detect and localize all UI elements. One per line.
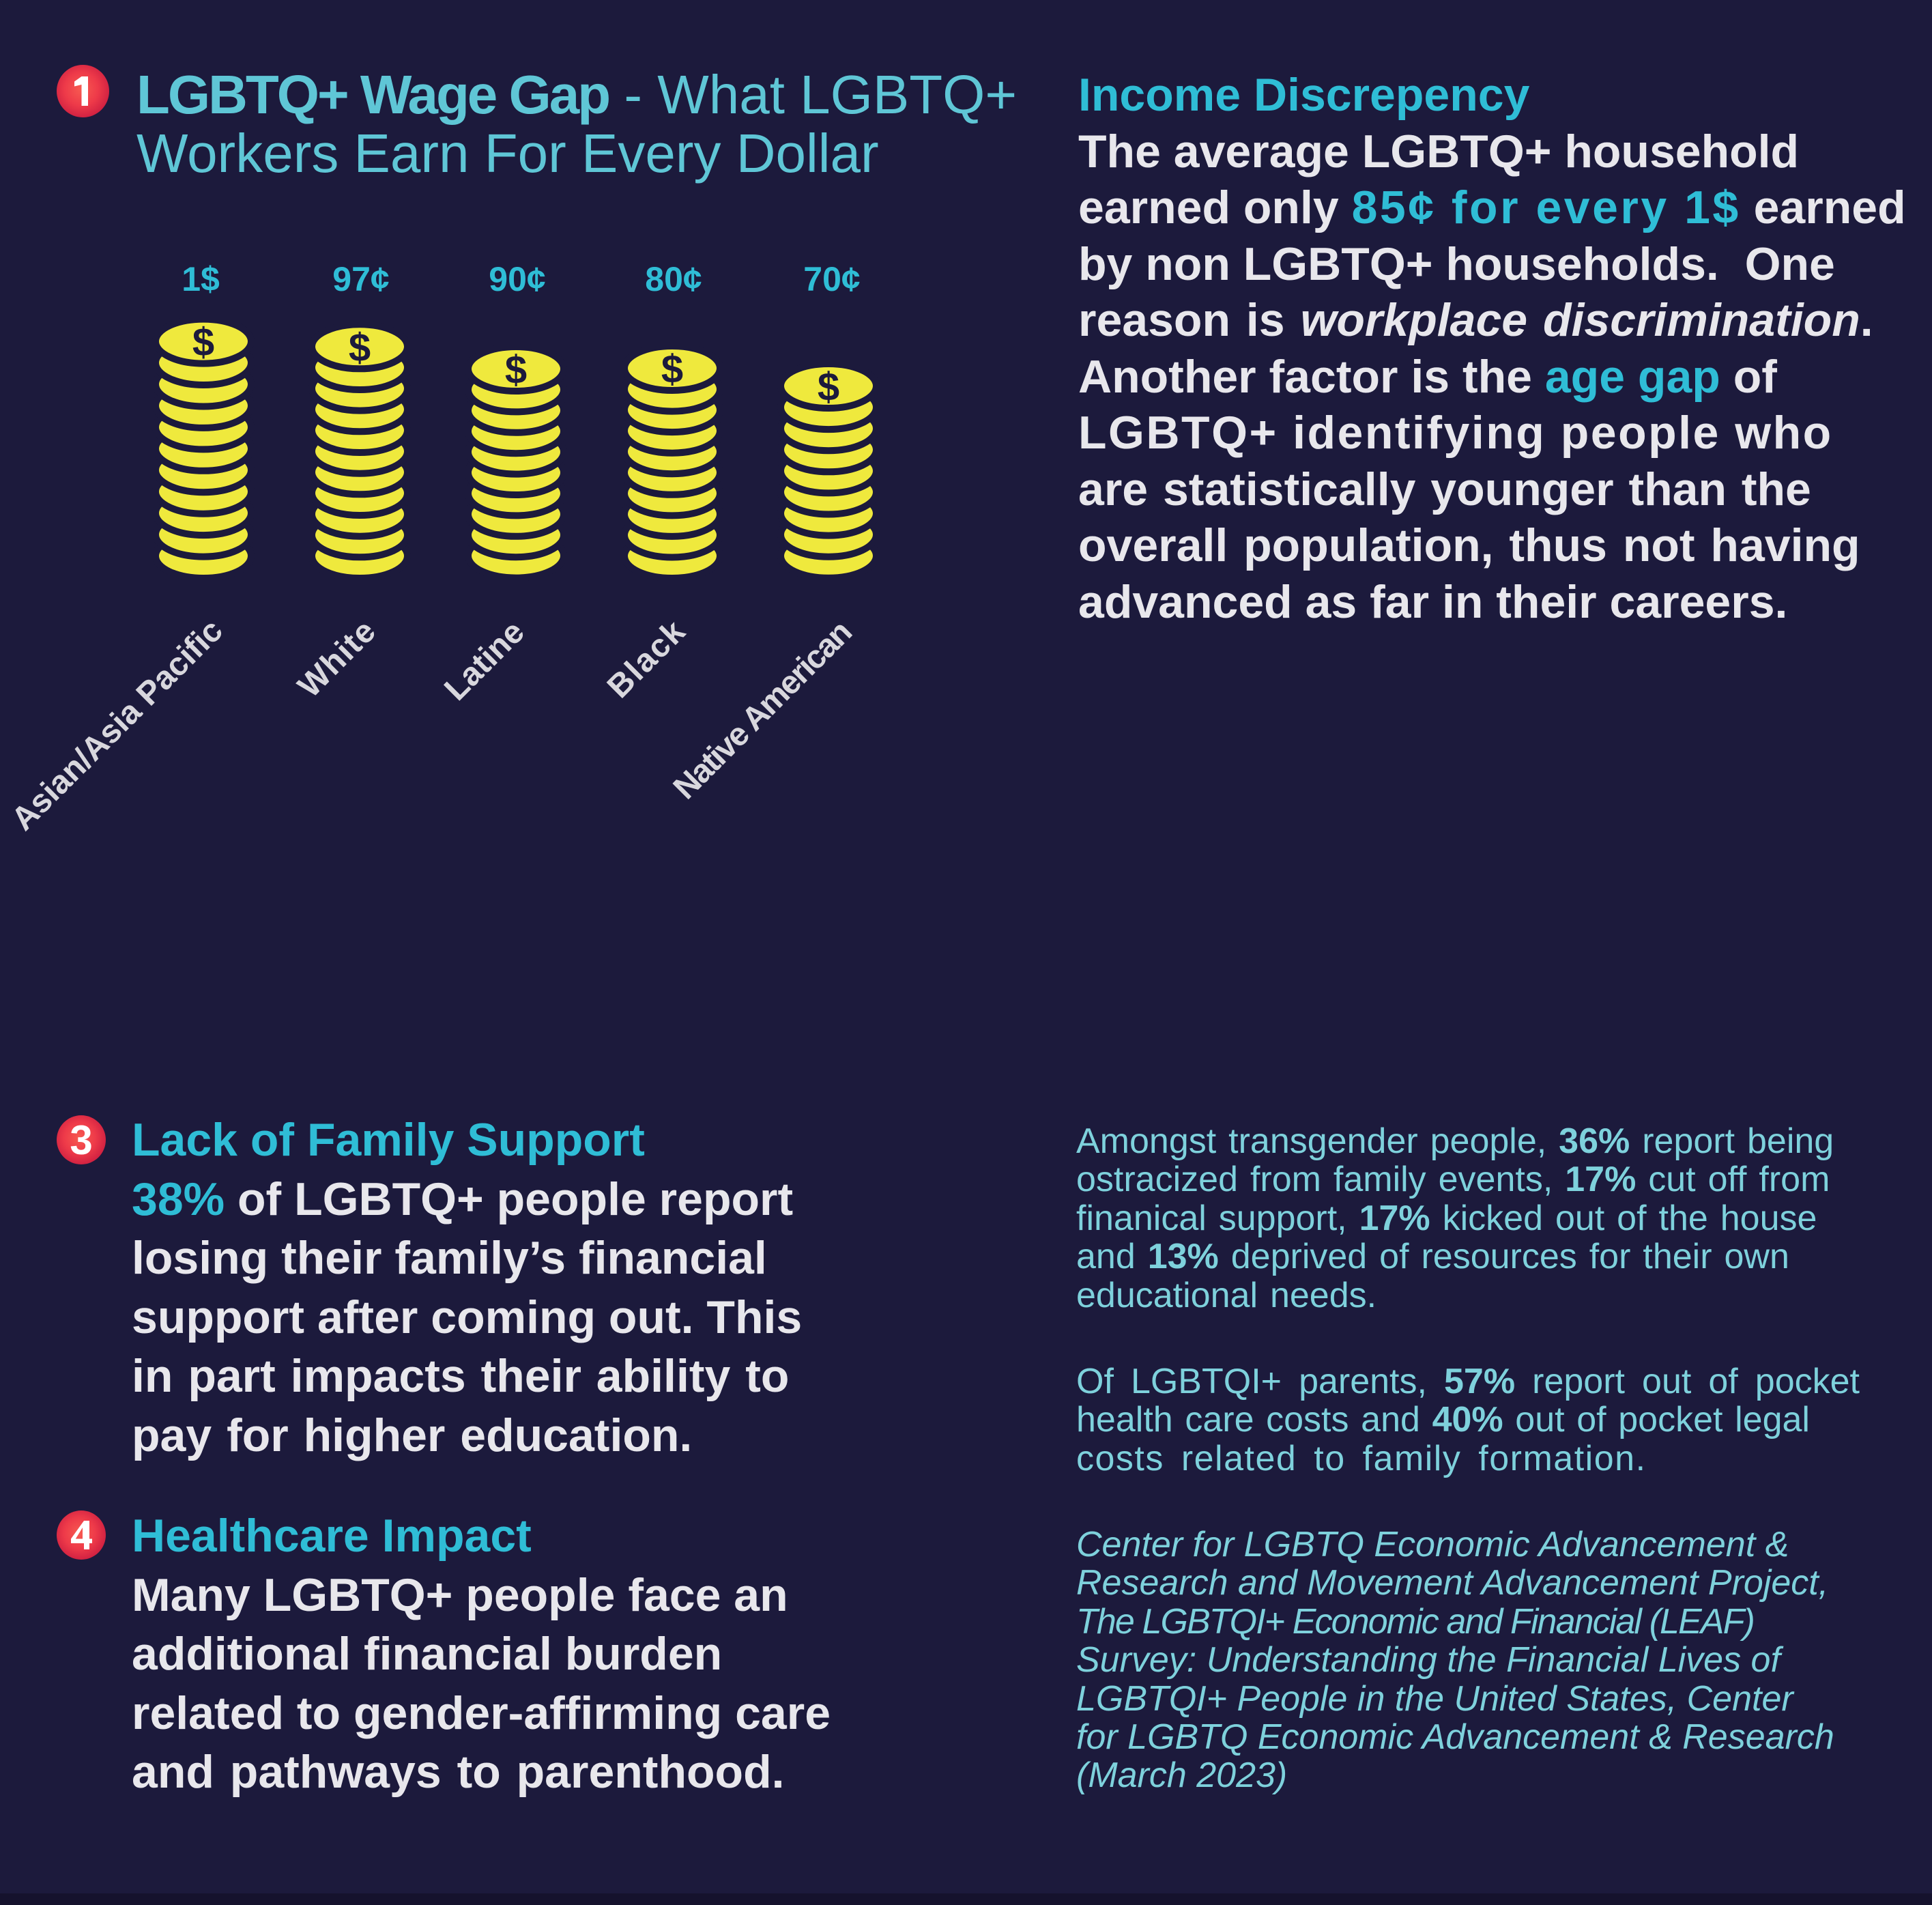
- svg-text:97¢: 97¢: [332, 260, 389, 298]
- svg-text:90¢: 90¢: [489, 260, 545, 298]
- svg-text:Asian/Asia Pacific: Asian/Asia Pacific: [5, 612, 230, 837]
- svg-text:$: $: [505, 348, 527, 392]
- svg-text:$: $: [349, 326, 371, 370]
- svg-text:80¢: 80¢: [645, 260, 702, 298]
- svg-text:$: $: [192, 320, 214, 364]
- svg-text:1$: 1$: [182, 260, 220, 298]
- svg-text:Latine: Latine: [437, 614, 531, 707]
- svg-text:White: White: [291, 612, 384, 704]
- svg-text:70¢: 70¢: [803, 260, 860, 298]
- svg-text:Black: Black: [601, 612, 693, 705]
- svg-text:$: $: [818, 365, 839, 410]
- svg-text:Native American: Native American: [667, 614, 859, 806]
- svg-text:$: $: [661, 347, 683, 392]
